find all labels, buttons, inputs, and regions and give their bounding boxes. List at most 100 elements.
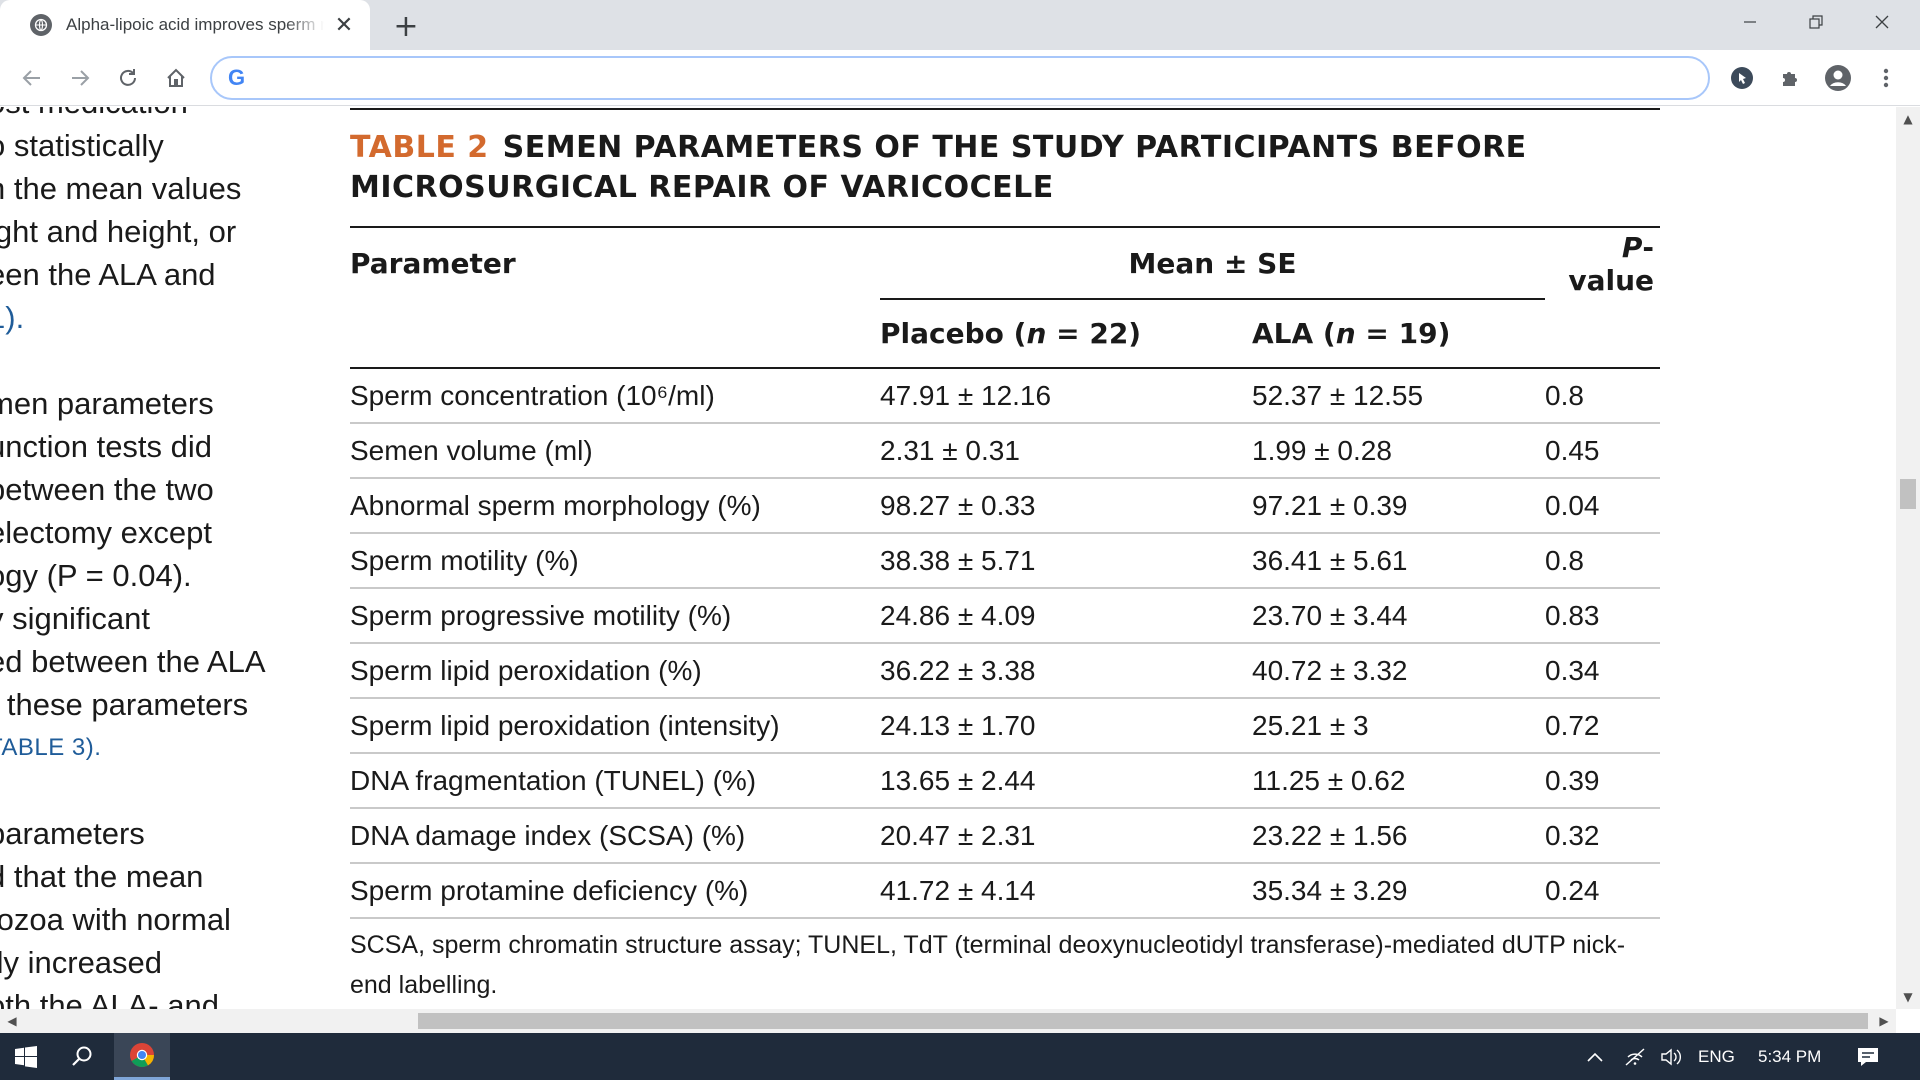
close-window-icon[interactable] [1852, 0, 1912, 44]
body-line-link[interactable]: 1). [0, 300, 25, 335]
horizontal-scroll-thumb[interactable] [418, 1013, 1868, 1029]
cell-parameter: Sperm motility (%) [350, 533, 880, 589]
action-center-notification-icon[interactable] [1856, 1033, 1880, 1080]
cell-placebo: 13.65 ± 2.44 [880, 753, 1252, 809]
cell-ala: 35.34 ± 3.29 [1252, 863, 1545, 919]
header-p-value: P-value [1568, 230, 1654, 297]
cell-ala: 40.72 ± 3.32 [1252, 643, 1545, 699]
cell-p-value: 0.72 [1545, 698, 1660, 754]
body-line: tly increased [0, 945, 163, 980]
cell-placebo: 98.27 ± 0.33 [880, 478, 1252, 534]
cell-parameter: Sperm progressive motility (%) [350, 588, 880, 644]
system-clock[interactable]: 5:34 PM [1758, 1046, 1822, 1066]
volume-icon[interactable] [1660, 1033, 1682, 1080]
table3-link[interactable]: TABLE 3). [0, 734, 102, 761]
body-line: men parameters [0, 386, 214, 421]
input-language[interactable]: ENG [1698, 1046, 1735, 1066]
extensions-puzzle-icon[interactable] [1774, 62, 1806, 94]
cell-ala: 97.21 ± 0.39 [1252, 478, 1545, 534]
tab-strip: Alpha-lipoic acid improves sperm motilit… [0, 0, 1920, 50]
reload-icon[interactable] [112, 62, 144, 94]
chrome-taskbar-icon[interactable] [114, 1033, 170, 1080]
page-content: ost medication o statistically n the mea… [0, 107, 1880, 1009]
new-tab-icon[interactable]: + [393, 8, 419, 44]
vertical-scrollbar[interactable]: ▲ ▼ [1896, 107, 1920, 1009]
body-line: y significant [0, 601, 150, 636]
close-tab-icon[interactable]: ✕ [334, 12, 354, 38]
windows-taskbar: ENG 5:34 PM [0, 1033, 1920, 1080]
article-body-text: ost medication o statistically n the mea… [0, 107, 288, 1009]
cell-ala: 23.70 ± 3.44 [1252, 588, 1545, 644]
search-icon[interactable] [56, 1033, 108, 1080]
table-row: Sperm concentration (10⁶/ml) 47.91 ± 12.… [350, 368, 1660, 424]
cell-placebo: 24.86 ± 4.09 [880, 588, 1252, 644]
menu-kebab-icon[interactable] [1870, 62, 1902, 94]
back-icon[interactable] [16, 62, 48, 94]
windows-start-icon[interactable] [0, 1033, 52, 1080]
cell-p-value: 0.32 [1545, 808, 1660, 864]
cell-placebo: 20.47 ± 2.31 [880, 808, 1252, 864]
profile-avatar-icon[interactable] [1822, 62, 1854, 94]
scroll-right-arrow-icon[interactable]: ▶ [1879, 1014, 1889, 1028]
table-row: DNA damage index (SCSA) (%) 20.47 ± 2.31… [350, 808, 1660, 864]
table-top-rule [350, 108, 1660, 110]
body-line: tozoa with normal [0, 902, 231, 937]
cell-placebo: 2.31 ± 0.31 [880, 423, 1252, 479]
cell-ala: 1.99 ± 0.28 [1252, 423, 1545, 479]
table-row: Sperm protamine deficiency (%) 41.72 ± 4… [350, 863, 1660, 919]
header-ala: ALA (n = 19) [1252, 317, 1451, 350]
table-footnote: SCSA, sperm chromatin structure assay; T… [350, 931, 1626, 999]
table-row: Sperm motility (%) 38.38 ± 5.71 36.41 ± … [350, 533, 1660, 589]
caption-rule [350, 226, 1660, 228]
cell-ala: 23.22 ± 1.56 [1252, 808, 1545, 864]
body-line: electomy except [0, 515, 212, 550]
cell-p-value: 0.8 [1545, 533, 1660, 589]
network-icon[interactable] [1624, 1033, 1646, 1080]
cell-p-value: 0.39 [1545, 753, 1660, 809]
browser-tab[interactable]: Alpha-lipoic acid improves sperm motilit… [0, 0, 370, 50]
header-placebo: Placebo (n = 22) [880, 317, 1142, 350]
address-input[interactable] [257, 60, 1708, 96]
cell-parameter: Sperm protamine deficiency (%) [350, 863, 880, 919]
forward-icon[interactable] [64, 62, 96, 94]
vertical-scroll-thumb[interactable] [1900, 479, 1916, 509]
horizontal-scrollbar[interactable]: ◀ ▶ [0, 1009, 1896, 1033]
tab-title: Alpha-lipoic acid improves sperm motilit… [66, 15, 324, 34]
body-line: n the mean values [0, 171, 242, 206]
table-row: Abnormal sperm morphology (%) 98.27 ± 0.… [350, 478, 1660, 534]
restore-window-icon[interactable] [1786, 0, 1846, 44]
table-number: TABLE 2 [350, 130, 489, 165]
cell-parameter: Sperm lipid peroxidation (%) [350, 643, 880, 699]
table-row: Semen volume (ml) 2.31 ± 0.31 1.99 ± 0.2… [350, 423, 1660, 479]
cell-placebo: 24.13 ± 1.70 [880, 698, 1252, 754]
address-bar[interactable]: G [210, 56, 1710, 100]
cell-parameter: Sperm lipid peroxidation (intensity) [350, 698, 880, 754]
caption-line-1: SEMEN PARAMETERS OF THE STUDY PARTICIPAN… [502, 130, 1527, 165]
table-row: Sperm lipid peroxidation (intensity) 24.… [350, 698, 1660, 754]
table-row: Sperm lipid peroxidation (%) 36.22 ± 3.3… [350, 643, 1660, 699]
header-mean-se: Mean ± SE [880, 228, 1545, 300]
body-line: d that the mean [0, 859, 204, 894]
body-line: r these parameters [0, 687, 249, 722]
body-line: parameters [0, 816, 145, 851]
cell-p-value: 0.83 [1545, 588, 1660, 644]
cell-parameter: Abnormal sperm morphology (%) [350, 478, 880, 534]
cell-parameter: Sperm concentration (10⁶/ml) [350, 368, 880, 424]
home-icon[interactable] [160, 62, 192, 94]
scroll-up-arrow-icon[interactable]: ▲ [1903, 112, 1913, 126]
table-caption: TABLE 2 SEMEN PARAMETERS OF THE STUDY PAR… [350, 128, 1660, 208]
minimize-window-icon[interactable] [1720, 0, 1780, 44]
scroll-down-arrow-icon[interactable]: ▼ [1903, 990, 1913, 1004]
cell-placebo: 41.72 ± 4.14 [880, 863, 1252, 919]
cell-placebo: 36.22 ± 3.38 [880, 643, 1252, 699]
scroll-left-arrow-icon[interactable]: ◀ [7, 1014, 17, 1028]
caption-line-2: MICROSURGICAL REPAIR OF VARICOCELE [350, 170, 1054, 205]
cell-placebo: 47.91 ± 12.16 [880, 368, 1252, 424]
cell-ala: 36.41 ± 5.61 [1252, 533, 1545, 589]
cell-parameter: DNA fragmentation (TUNEL) (%) [350, 753, 880, 809]
cell-parameter: Semen volume (ml) [350, 423, 880, 479]
extension-cursor-icon[interactable] [1726, 62, 1758, 94]
cell-p-value: 0.04 [1545, 478, 1660, 534]
cell-p-value: 0.8 [1545, 368, 1660, 424]
show-hidden-icons-chevron-icon[interactable] [1586, 1033, 1604, 1080]
